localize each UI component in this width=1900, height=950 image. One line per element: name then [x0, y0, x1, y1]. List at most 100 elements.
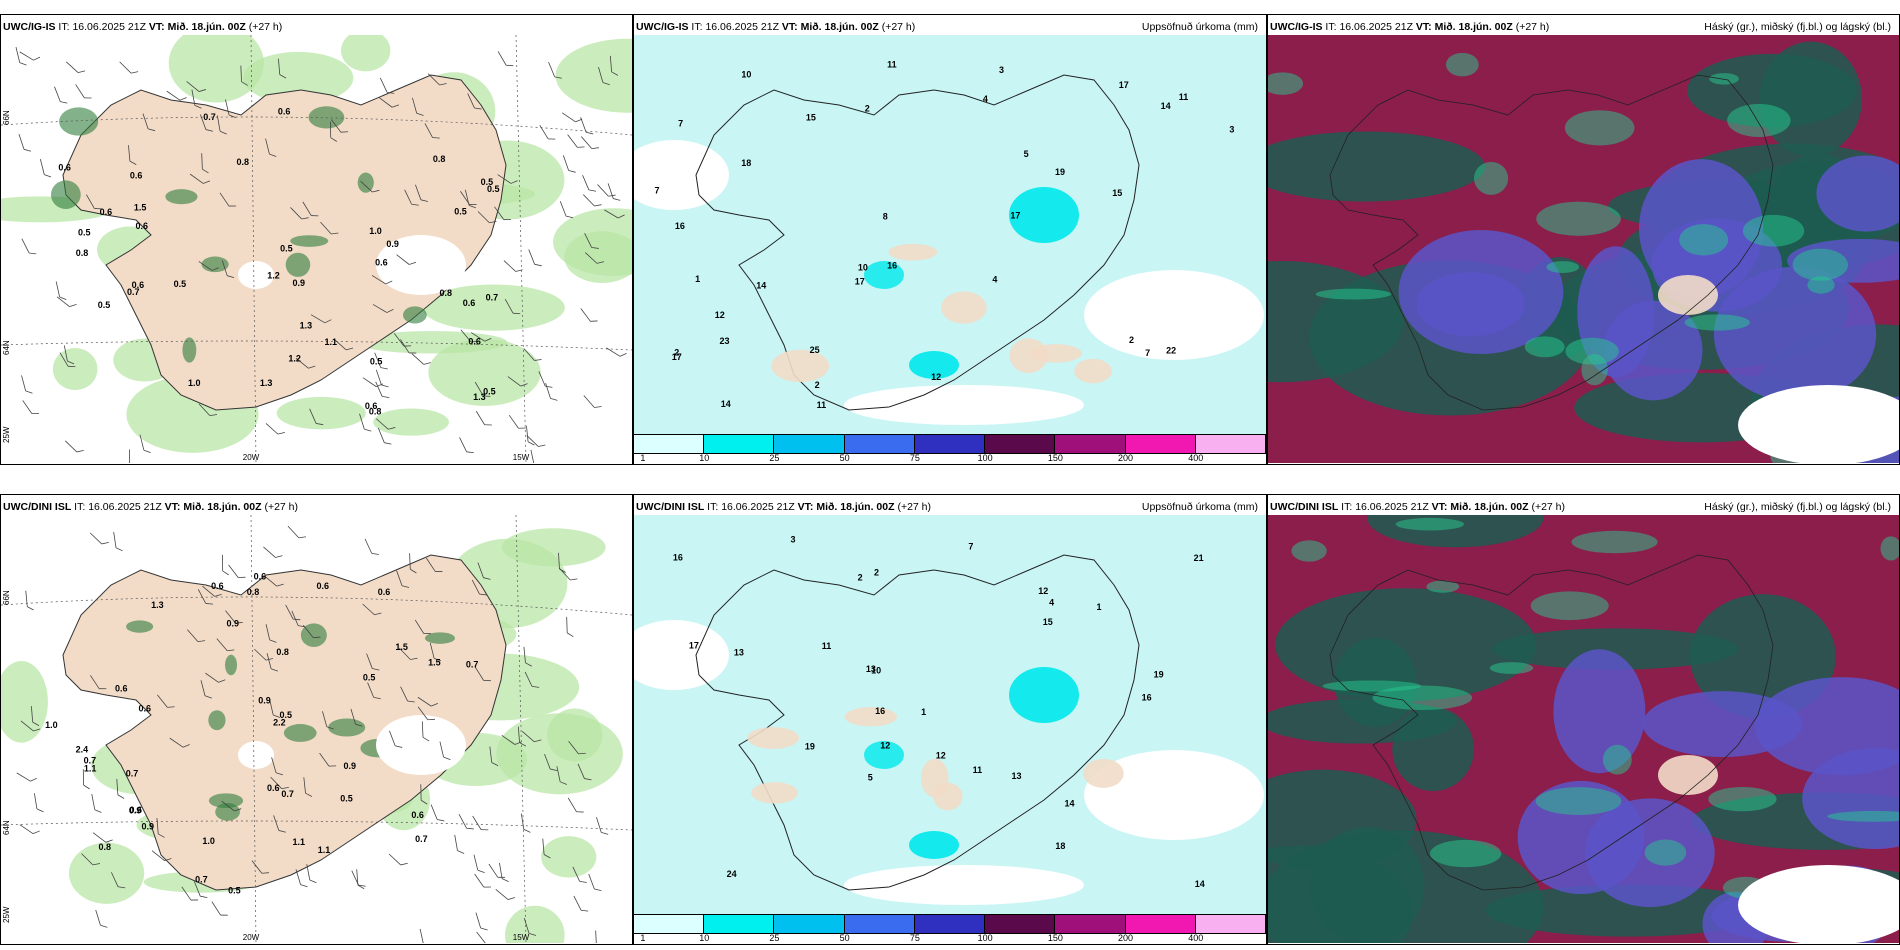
- colorbar-label: 200: [1118, 933, 1134, 943]
- barb-shaft: [90, 675, 100, 689]
- barb-feather: [410, 568, 417, 574]
- wind-barb: [582, 175, 597, 192]
- colorbar-swatch: [774, 435, 845, 453]
- barb-feather: [309, 879, 317, 884]
- barb-feather: [471, 340, 479, 343]
- barb-feather: [60, 101, 68, 104]
- precip-area: [541, 836, 597, 878]
- barb-shaft: [228, 564, 239, 578]
- barb-feather: [566, 632, 574, 638]
- barb-feather: [167, 706, 175, 708]
- barb-shaft: [454, 834, 458, 851]
- wind-barb: [200, 114, 214, 132]
- wind-barb: [193, 881, 208, 899]
- wind-barb: [426, 557, 443, 572]
- barb-shaft: [598, 67, 604, 83]
- cloud-edge: [1535, 787, 1622, 816]
- wind-barb: [508, 414, 526, 429]
- wind-barb: [379, 97, 400, 108]
- wind-barb: [420, 784, 428, 805]
- wind-barb: [116, 778, 125, 799]
- precip-value-label: 7: [655, 186, 660, 196]
- precip-value-label: 17: [1119, 80, 1129, 90]
- low-cloud-area: [1553, 649, 1646, 774]
- barb-feather: [577, 146, 585, 148]
- barb-shaft: [360, 180, 373, 193]
- barb-feather: [528, 933, 537, 936]
- barb-feather: [358, 884, 366, 887]
- cloud-edge: [1315, 288, 1391, 300]
- barb-feather: [27, 606, 34, 611]
- precip-value-label: 0.6: [378, 587, 391, 597]
- barb-feather: [613, 198, 621, 201]
- barb-feather: [83, 784, 90, 790]
- wind-barb: [424, 123, 440, 139]
- wind-barb: [18, 133, 32, 152]
- wind-barb: [198, 261, 219, 271]
- barb-shaft: [396, 254, 410, 265]
- barb-shaft: [580, 308, 591, 322]
- wind-barb: [583, 395, 602, 408]
- wind-barb: [15, 47, 27, 66]
- barb-feather: [576, 811, 584, 813]
- wind-barb: [189, 173, 211, 184]
- precip-value-label: 0.6: [254, 571, 267, 581]
- dry-area: [941, 291, 987, 324]
- precip-value-label: 1.3: [151, 600, 164, 610]
- barb-feather: [560, 781, 568, 785]
- barb-feather: [388, 427, 396, 430]
- precip-value-label: 14: [1195, 879, 1205, 889]
- wind-barb: [157, 694, 175, 708]
- barb-feather: [374, 612, 382, 616]
- wind-barb: [393, 333, 412, 347]
- barb-feather: [534, 739, 542, 743]
- precip-area: [243, 51, 354, 104]
- wind-barb: [396, 254, 417, 265]
- precip-value-label: 1.1: [318, 845, 331, 855]
- barb-shaft: [359, 413, 365, 430]
- barb-shaft: [270, 776, 283, 789]
- barb-feather: [115, 547, 123, 552]
- barb-shaft: [530, 449, 535, 463]
- lat-label: 64N: [2, 820, 11, 835]
- barb-feather: [32, 721, 40, 726]
- wind-barb: [320, 221, 339, 235]
- barb-shaft: [464, 189, 470, 206]
- panel-wind-dini: UWC/DINI ISL IT: 16.06.2025 21Z VT: Mið.…: [0, 494, 633, 945]
- barb-feather: [550, 768, 558, 772]
- map-wind-precip: 0.80.61.31.50.70.60.70.61.50.52.40.60.52…: [1, 515, 632, 943]
- barb-feather: [520, 383, 528, 387]
- precip-value-label: 0.8: [439, 288, 452, 298]
- precip-value-label: 10: [858, 263, 868, 273]
- barb-feather: [84, 97, 92, 99]
- precip-value-label: 0.5: [78, 227, 91, 237]
- precip-value-label: 1: [921, 707, 926, 717]
- barb-shaft: [567, 134, 578, 148]
- barb-shaft: [116, 778, 119, 795]
- wind-barb: [598, 67, 610, 86]
- cloud-edge: [1827, 810, 1899, 822]
- barb-shaft: [559, 201, 567, 217]
- barb-shaft: [278, 58, 281, 75]
- barb-shaft: [216, 115, 221, 132]
- barb-feather: [443, 756, 451, 761]
- barb-shaft: [254, 648, 267, 661]
- precip-value-label: 1.3: [300, 321, 313, 331]
- iceland-outline: [62, 74, 507, 411]
- precip-area: [428, 338, 541, 406]
- wind-barb: [566, 616, 574, 638]
- barb-shaft: [356, 869, 359, 886]
- barb-shaft: [193, 881, 201, 897]
- barb-shaft: [556, 766, 561, 782]
- colorbar-swatch: [985, 915, 1056, 933]
- barb-feather: [586, 131, 594, 135]
- precip-area: [355, 331, 508, 354]
- barb-shaft: [366, 653, 373, 669]
- wind-barb: [567, 797, 584, 813]
- colorbar-swatch: [1055, 435, 1126, 453]
- dry-area: [1083, 758, 1124, 788]
- precip-value-label: 2: [815, 380, 820, 390]
- lat-line-66: [1, 116, 632, 136]
- barb-shaft: [595, 930, 597, 943]
- barb-shaft: [225, 99, 230, 116]
